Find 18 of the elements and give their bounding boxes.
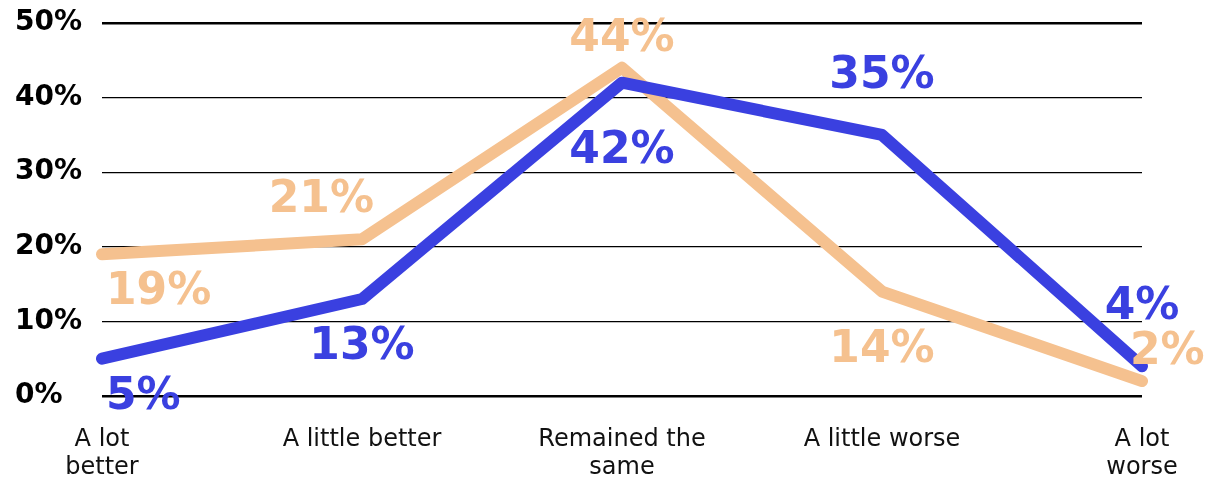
y-tick-label: 50% [15,4,83,38]
data-label: 44% [569,9,675,61]
data-label: 13% [309,318,415,370]
data-label: 35% [829,46,935,98]
y-tick-label: 40% [15,78,83,112]
y-tick-label: 30% [15,153,83,187]
data-label: 14% [829,320,935,372]
data-label: 42% [569,121,675,173]
y-tick-label: 10% [15,302,83,336]
x-tick-label: A little worse [803,424,961,453]
x-tick-label: A little better [282,424,442,453]
x-tick-label: Remained the same [538,424,706,480]
y-tick-label: 20% [15,228,83,262]
data-label: 19% [106,263,212,315]
x-tick-label: A lot worse [1106,424,1178,480]
x-tick-label: A lot better [65,424,139,480]
y-tick-label: 0% [15,377,63,411]
data-label: 21% [268,171,375,223]
